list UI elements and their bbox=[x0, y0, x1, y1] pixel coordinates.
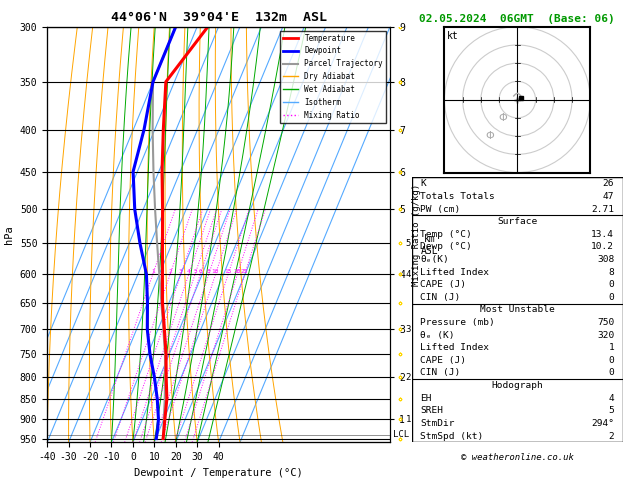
Text: Surface: Surface bbox=[498, 217, 537, 226]
Text: Lifted Index: Lifted Index bbox=[420, 343, 489, 352]
Text: 5: 5 bbox=[193, 269, 197, 275]
Text: 5: 5 bbox=[406, 239, 411, 248]
Text: 4: 4 bbox=[608, 394, 615, 403]
Text: CIN (J): CIN (J) bbox=[420, 368, 460, 378]
Text: Φ: Φ bbox=[486, 131, 494, 141]
Text: 2: 2 bbox=[168, 269, 172, 275]
Text: 750: 750 bbox=[597, 318, 615, 327]
Text: 10: 10 bbox=[212, 269, 220, 275]
Text: Totals Totals: Totals Totals bbox=[420, 192, 495, 201]
Text: 3: 3 bbox=[179, 269, 182, 275]
Text: 308: 308 bbox=[597, 255, 615, 264]
Text: θₑ (K): θₑ (K) bbox=[420, 330, 455, 340]
Text: StmDir: StmDir bbox=[420, 419, 455, 428]
Text: © weatheronline.co.uk: © weatheronline.co.uk bbox=[461, 452, 574, 462]
Text: CAPE (J): CAPE (J) bbox=[420, 280, 467, 289]
Title: 44°06'N  39°04'E  132m  ASL: 44°06'N 39°04'E 132m ASL bbox=[111, 11, 326, 24]
Text: 8: 8 bbox=[207, 269, 211, 275]
Text: 2: 2 bbox=[608, 432, 615, 440]
Text: kt: kt bbox=[447, 31, 459, 41]
Text: Φ: Φ bbox=[498, 113, 507, 123]
Text: θₑ(K): θₑ(K) bbox=[420, 255, 449, 264]
Text: 294°: 294° bbox=[591, 419, 615, 428]
Text: Dewp (°C): Dewp (°C) bbox=[420, 243, 472, 251]
Text: K: K bbox=[420, 179, 426, 188]
Text: StmSpd (kt): StmSpd (kt) bbox=[420, 432, 484, 440]
Text: 20: 20 bbox=[233, 269, 241, 275]
Y-axis label: hPa: hPa bbox=[4, 225, 14, 244]
Text: 2.71: 2.71 bbox=[591, 205, 615, 213]
Text: LCL: LCL bbox=[393, 430, 409, 439]
Text: 8: 8 bbox=[608, 268, 615, 277]
Text: CIN (J): CIN (J) bbox=[420, 293, 460, 302]
Text: 3: 3 bbox=[406, 325, 411, 334]
Text: 1: 1 bbox=[608, 343, 615, 352]
Text: 15: 15 bbox=[225, 269, 232, 275]
Text: 4: 4 bbox=[406, 270, 411, 279]
Text: Lifted Index: Lifted Index bbox=[420, 268, 489, 277]
X-axis label: Dewpoint / Temperature (°C): Dewpoint / Temperature (°C) bbox=[134, 468, 303, 478]
Text: CAPE (J): CAPE (J) bbox=[420, 356, 467, 365]
Text: Temp (°C): Temp (°C) bbox=[420, 230, 472, 239]
Text: 0: 0 bbox=[608, 368, 615, 378]
Text: 1: 1 bbox=[406, 415, 411, 424]
Text: 47: 47 bbox=[603, 192, 615, 201]
Text: 2: 2 bbox=[406, 373, 411, 382]
Text: Most Unstable: Most Unstable bbox=[480, 305, 555, 314]
Text: 0: 0 bbox=[608, 293, 615, 302]
Text: SREH: SREH bbox=[420, 406, 443, 416]
Text: 0: 0 bbox=[608, 280, 615, 289]
Text: 13.4: 13.4 bbox=[591, 230, 615, 239]
Y-axis label: km
ASL: km ASL bbox=[421, 235, 438, 256]
Legend: Temperature, Dewpoint, Parcel Trajectory, Dry Adiabat, Wet Adiabat, Isotherm, Mi: Temperature, Dewpoint, Parcel Trajectory… bbox=[280, 31, 386, 122]
Text: 26: 26 bbox=[603, 179, 615, 188]
Text: 02.05.2024  06GMT  (Base: 06): 02.05.2024 06GMT (Base: 06) bbox=[420, 14, 615, 24]
Text: 10.2: 10.2 bbox=[591, 243, 615, 251]
Text: Pressure (mb): Pressure (mb) bbox=[420, 318, 495, 327]
Text: 1: 1 bbox=[151, 269, 155, 275]
Text: 5: 5 bbox=[608, 406, 615, 416]
Text: Mixing Ratio (g/kg): Mixing Ratio (g/kg) bbox=[412, 183, 421, 286]
Text: EH: EH bbox=[420, 394, 432, 403]
Text: 6: 6 bbox=[198, 269, 202, 275]
Text: PW (cm): PW (cm) bbox=[420, 205, 460, 213]
Text: 0: 0 bbox=[608, 356, 615, 365]
Text: 25: 25 bbox=[241, 269, 248, 275]
Text: 320: 320 bbox=[597, 330, 615, 340]
Text: 4: 4 bbox=[187, 269, 191, 275]
Text: Hodograph: Hodograph bbox=[491, 381, 543, 390]
